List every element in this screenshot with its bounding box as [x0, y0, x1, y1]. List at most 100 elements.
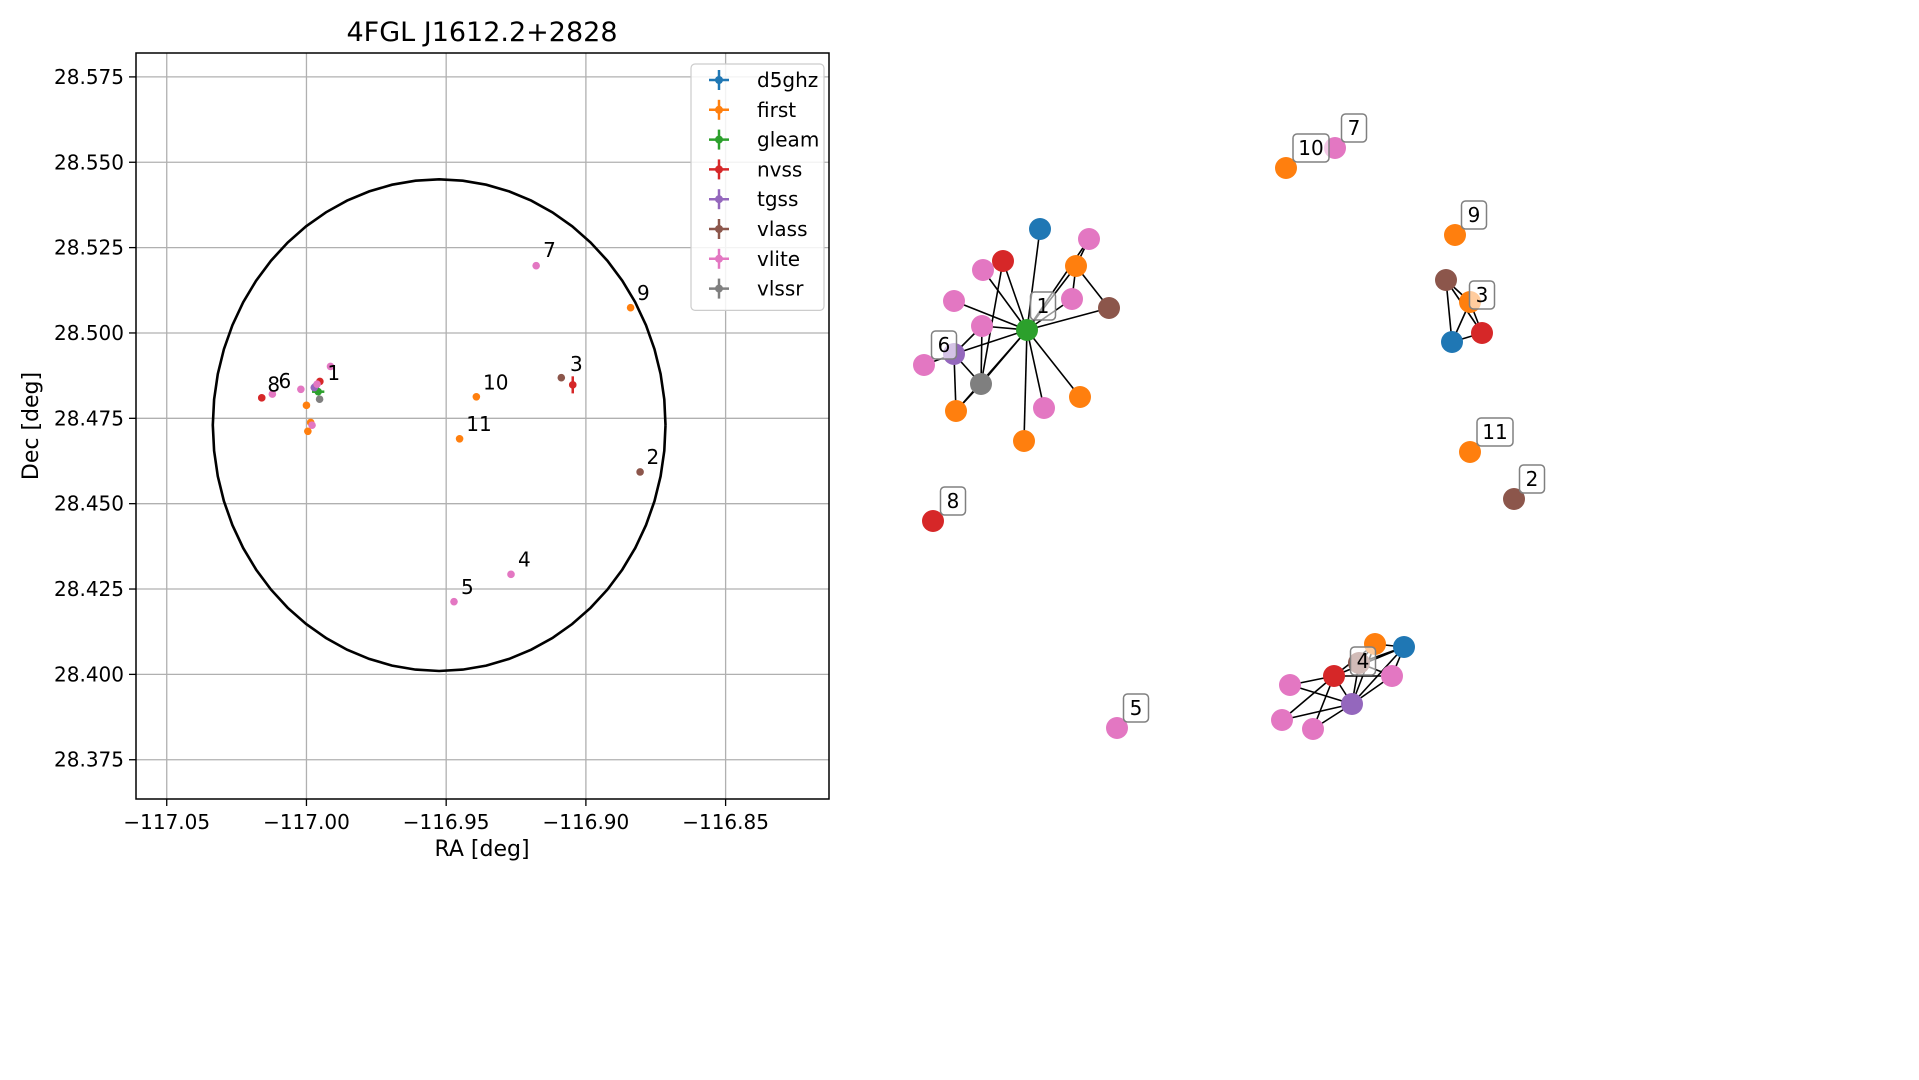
graph-node-tgss: [1341, 693, 1363, 715]
point-annotation: 7: [543, 238, 556, 262]
legend-marker-vlite: [715, 254, 723, 263]
graph-node-vlite: [1078, 228, 1100, 250]
ellipse-outline: [211, 177, 667, 673]
graph-node-gleam: [1016, 319, 1038, 341]
graph-node-d5ghz: [1441, 331, 1463, 353]
graph-node-vlite: [1279, 674, 1301, 696]
y-tick-label: 28.500: [54, 321, 124, 345]
point-nvss: [257, 394, 266, 402]
legend: d5ghz first gleam nvss tgss vlass vlite vlssr: [690, 63, 825, 311]
point-vlite: [313, 380, 321, 388]
graph-node-nvss: [1471, 322, 1493, 344]
graph-node-nvss: [922, 510, 944, 532]
point-first: [304, 427, 312, 436]
legend-marker-tgss: [715, 195, 723, 204]
x-tick-label: −116.90: [543, 810, 630, 834]
point-annotation: 4: [518, 547, 531, 571]
legend-label: vlass: [757, 217, 808, 241]
y-axis-ticks: 28.375 28.400 28.425 28.450 28.475 28.500 28.5…: [54, 65, 136, 772]
localization-ellipse: [211, 177, 667, 673]
graph-node-vlite: [1033, 397, 1055, 419]
graph-label: 9: [1468, 203, 1481, 227]
graph-node-nvss: [1323, 665, 1345, 687]
point-annotation: 5: [461, 575, 474, 599]
point-annotations: 1 68 10 11 3 2 7 9 4 5: [267, 238, 659, 599]
legend-label: vlssr: [757, 277, 804, 301]
point-first: [472, 393, 481, 401]
graph-label: 8: [947, 489, 960, 513]
legend-label: vlite: [757, 247, 800, 271]
point-annotation: 11: [466, 412, 491, 436]
point-first: [302, 401, 311, 410]
graph-label: 4: [1357, 649, 1370, 673]
graph-edge: [1281, 703, 1353, 721]
graph-labels: 1 6 10 7 9 3 11 2 8 4 5: [930, 113, 1546, 723]
graph-node-first: [1275, 157, 1297, 179]
network-graph-panel: 1 6 10 7 9 3 11 2 8 4 5: [913, 113, 1546, 740]
y-tick-label: 28.400: [54, 662, 124, 686]
point-annotation: 9: [637, 281, 650, 305]
graph-label: 2: [1526, 467, 1539, 491]
graph-node-vlite: [1061, 288, 1083, 310]
point-vlite: [450, 597, 458, 606]
point-annotation: 10: [483, 370, 508, 394]
point-vlass: [557, 373, 566, 382]
point-annotation: 8: [267, 372, 280, 396]
graph-node-first: [945, 400, 967, 422]
graph-node-vlite: [1381, 665, 1403, 687]
point-vlite: [326, 362, 335, 371]
graph-node-nvss: [992, 250, 1014, 272]
graph-label-box: [930, 330, 958, 360]
legend-label: d5ghz: [757, 68, 818, 92]
y-tick-label: 28.450: [54, 492, 124, 516]
graph-node-first: [1444, 224, 1466, 246]
graph-label-box: [1349, 646, 1377, 676]
point-vlite: [507, 570, 515, 579]
y-tick-label: 28.475: [54, 406, 124, 430]
graph-node-first: [1459, 441, 1481, 463]
x-axis-label: RA [deg]: [434, 837, 529, 862]
graph-label: 3: [1476, 283, 1489, 307]
graph-label-box: [1292, 133, 1330, 163]
y-axis-label: Dec [deg]: [19, 372, 44, 480]
point-nvss: [568, 381, 577, 389]
x-tick-label: −116.95: [403, 810, 490, 834]
point-annotation: 2: [647, 445, 660, 469]
graph-node-vlite: [971, 315, 993, 337]
graph-node-vlite: [943, 290, 965, 312]
point-first: [455, 435, 464, 443]
legend-label: tgss: [757, 187, 798, 211]
graph-node-vlite: [1302, 718, 1324, 740]
point-annotation: 3: [570, 352, 583, 376]
graph-node-d5ghz: [1029, 218, 1051, 240]
x-tick-label: −117.05: [123, 810, 210, 834]
graph-label-box: [1476, 417, 1514, 447]
data-points: [257, 261, 644, 606]
graph-label: 5: [1130, 696, 1143, 720]
graph-label-box: [1029, 291, 1057, 321]
graph-node-d5ghz: [1393, 636, 1415, 658]
graph-edge: [1026, 228, 1041, 331]
legend-label: nvss: [757, 157, 802, 181]
legend-marker-first: [715, 105, 723, 114]
point-vlite: [308, 421, 316, 429]
graph-label: 10: [1298, 136, 1323, 160]
y-tick-label: 28.425: [54, 577, 124, 601]
point-vlite: [532, 261, 540, 270]
graph-label: 1: [1037, 294, 1050, 318]
graph-label-box: [1468, 280, 1496, 310]
legend-marker-vlssr: [715, 284, 723, 293]
legend-box: [690, 63, 825, 311]
point-first: [626, 303, 635, 312]
graph-label: 7: [1348, 116, 1361, 140]
graph-node-first: [1065, 255, 1087, 277]
y-tick-label: 28.575: [54, 65, 124, 89]
graph-label-box: [1518, 464, 1546, 494]
graph-node-vlite: [1106, 717, 1128, 739]
point-vlssr: [315, 395, 324, 403]
graph-node-vlass: [1503, 488, 1525, 510]
point-vlass: [636, 468, 644, 476]
x-tick-label: −117.00: [263, 810, 350, 834]
